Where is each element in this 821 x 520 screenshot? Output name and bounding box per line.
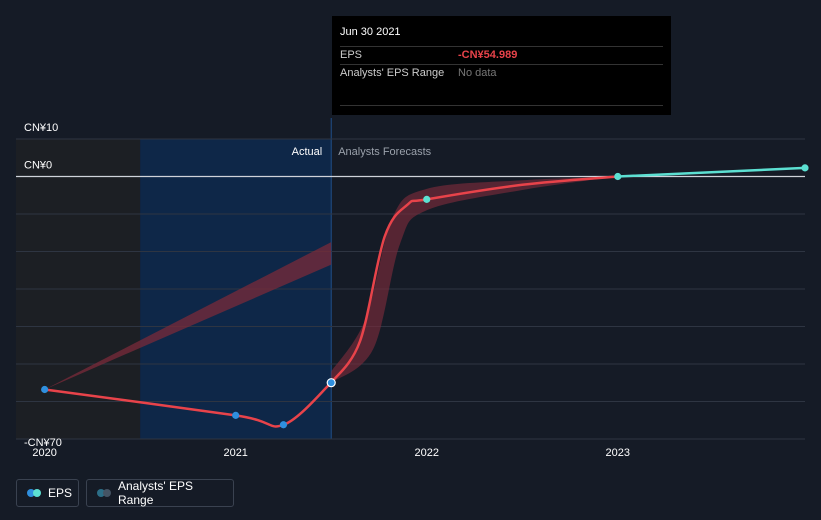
legend-eps-dot-actual xyxy=(27,489,35,497)
range-band-layer xyxy=(44,176,618,390)
tooltip-range-value: No data xyxy=(458,67,497,79)
actual-label: Actual xyxy=(292,146,323,158)
y-tick-label: CN¥0 xyxy=(24,160,52,172)
past-eps-range-band xyxy=(44,242,332,390)
tooltip-range-label: Analysts' EPS Range xyxy=(340,67,445,79)
legend-range-dot-a xyxy=(97,489,105,497)
eps-actual-point xyxy=(41,385,49,394)
legend-eps-label: EPS xyxy=(48,486,73,500)
x-tick-label: 2023 xyxy=(606,447,630,459)
x-tick-label: 2021 xyxy=(223,447,247,459)
legend-range-label: Analysts' EPS Range xyxy=(118,479,193,507)
legend-range-dot-b xyxy=(103,489,111,497)
legend-range-icon xyxy=(97,489,111,497)
tooltip-eps-row: EPS -CN¥54.989 xyxy=(340,47,663,65)
x-tick-label: 2020 xyxy=(32,447,56,459)
eps-forecast-point xyxy=(423,195,431,203)
legend-eps-icon xyxy=(27,489,41,497)
eps-series-line-0 xyxy=(43,381,333,428)
eps-series-line-2 xyxy=(616,166,807,178)
eps-actual-point xyxy=(232,411,240,419)
eps-forecast-point xyxy=(614,172,622,181)
y-tick-label: -CN¥70 xyxy=(24,437,62,449)
x-tick-label: 2022 xyxy=(414,447,438,459)
analysts-forecasts-label: Analysts Forecasts xyxy=(338,146,431,158)
tooltip-eps-label: EPS xyxy=(340,49,363,61)
eps-marker-layer xyxy=(41,164,809,429)
forecast-eps-range-band xyxy=(331,176,618,383)
tooltip-eps-value: -CN¥54.989 xyxy=(458,49,518,61)
eps-line-layer xyxy=(43,166,807,428)
tooltip-range-row: Analysts' EPS Range No data xyxy=(340,65,663,106)
tooltip: Jun 30 2021 EPS -CN¥54.989 Analysts' EPS… xyxy=(332,16,671,115)
tooltip-date: Jun 30 2021 xyxy=(340,24,663,47)
legend-eps[interactable]: EPS xyxy=(16,479,79,507)
eps-actual-point xyxy=(326,378,336,388)
eps-forecast-point xyxy=(801,164,809,172)
eps-series-line-1 xyxy=(329,175,620,384)
legend-eps-dot-forecast xyxy=(33,489,41,497)
y-tick-label: CN¥10 xyxy=(24,122,58,134)
eps-actual-point xyxy=(279,421,288,429)
legend-analysts-eps-range[interactable]: Analysts' EPS Range xyxy=(86,479,234,507)
